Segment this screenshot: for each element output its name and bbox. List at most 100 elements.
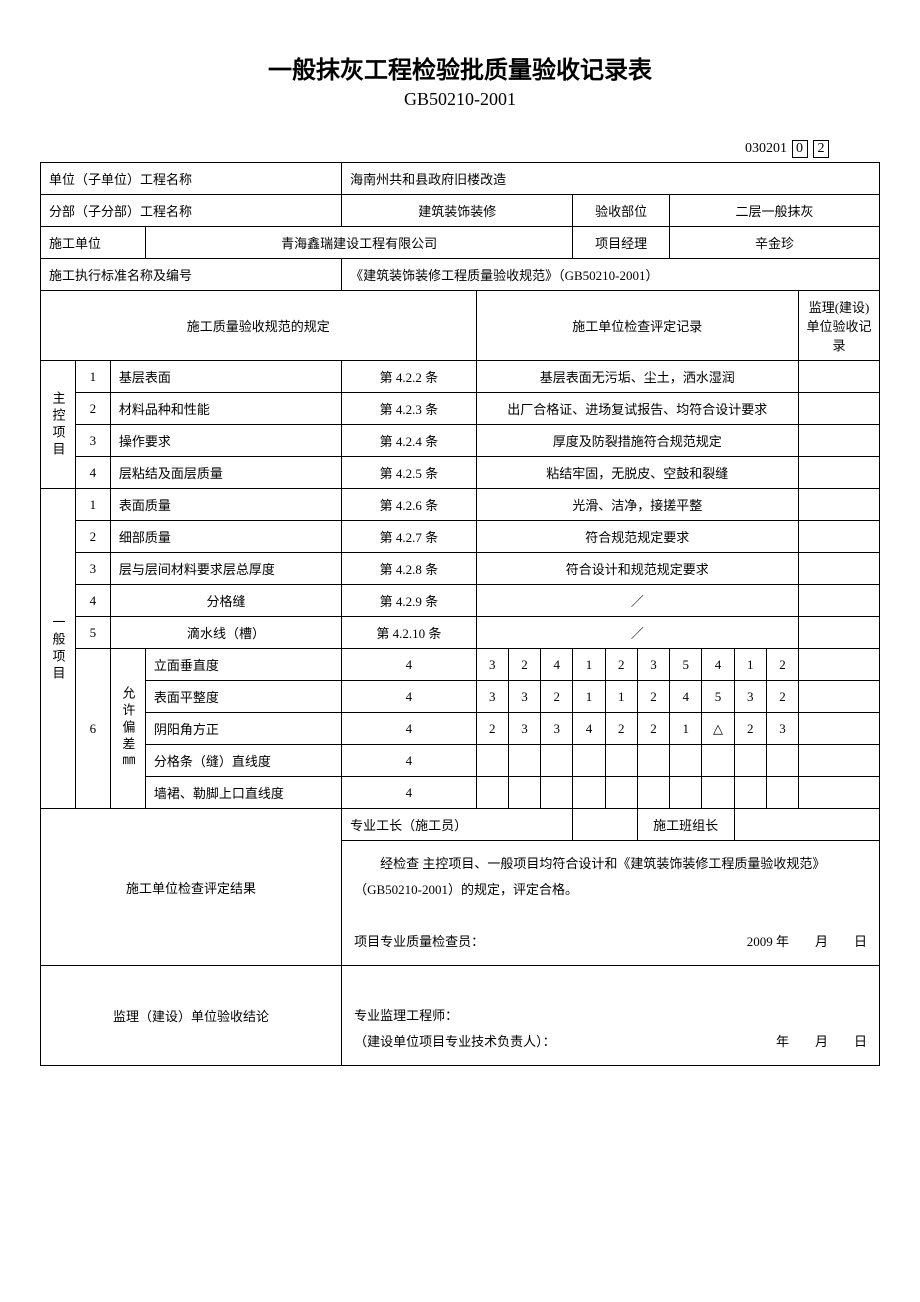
header-row-constructor: 施工单位 青海鑫瑞建设工程有限公司 项目经理 辛金珍 [41,227,880,259]
foreman-row: 施工单位检查评定结果 专业工长（施工员） 施工班组长 [41,809,880,841]
tol-v-2-7: 5 [702,681,734,713]
column-headers: 施工质量验收规范的规定 施工单位检查评定记录 监理(建设)单位验收记录 [41,291,880,361]
general-item-5: 5 滴水线（槽） 第 4.2.10 条 ／ [41,617,880,649]
tol-v-4-2 [541,745,573,777]
gen-sup-1 [799,489,880,521]
main-sup-2 [799,393,880,425]
gen-result-1: 光滑、洁净，接搓平整 [476,489,799,521]
gen-n-3: 3 [75,553,110,585]
gen-clause-4: 第 4.2.9 条 [342,585,476,617]
general-item-3: 3 层与层间材料要求层总厚度 第 4.2.8 条 符合设计和规范规定要求 [41,553,880,585]
gen-sup-4 [799,585,880,617]
tol-v-5-0 [476,777,508,809]
doc-box-2: 2 [813,140,829,158]
gen-name-4: 分格缝 [110,585,341,617]
main-sup-1 [799,361,880,393]
date-1: 2009 年 月 日 [747,929,867,955]
tol-sup-3 [799,713,880,745]
gen-result-3: 符合设计和规范规定要求 [476,553,799,585]
gen-sup-5 [799,617,880,649]
standard-code: GB50210-2001 [40,89,880,110]
tol-v-2-2: 2 [541,681,573,713]
team-leader-value [734,809,879,841]
tol-v-5-7 [702,777,734,809]
main-name-1: 基层表面 [110,361,341,393]
tolerance-row-3: 阴阳角方正 4 2 3 3 4 2 2 1 △ 2 3 [41,713,880,745]
tol-v-1-6: 5 [670,649,702,681]
main-n-4: 4 [75,457,110,489]
tol-v-2-6: 4 [670,681,702,713]
tol-v-2-5: 2 [637,681,669,713]
tol-name-1: 立面垂直度 [145,649,341,681]
gen-name-1: 表面质量 [110,489,341,521]
header-row-unit: 单位（子单位）工程名称 海南州共和县政府旧楼改造 [41,163,880,195]
main-item-1: 主控项目 1 基层表面 第 4.2.2 条 基层表面无污垢、尘土，洒水湿润 [41,361,880,393]
general-label: 一般项目 [41,489,76,809]
supervision-conclusion-row: 监理（建设）单位验收结论 专业监理工程师： （建设单位项目专业技术负责人）： 年… [41,966,880,1066]
inspection-table: 单位（子单位）工程名称 海南州共和县政府旧楼改造 分部（子分部）工程名称 建筑装… [40,162,880,1066]
gen-name-2: 细部质量 [110,521,341,553]
sub-project-value: 建筑装饰装修 [342,195,573,227]
constructor-result-label: 施工单位检查评定结果 [41,809,342,966]
main-n-2: 2 [75,393,110,425]
main-result-3: 厚度及防裂措施符合规范规定 [476,425,799,457]
main-n-1: 1 [75,361,110,393]
exec-std-label: 施工执行标准名称及编号 [41,259,342,291]
gen-result-5: ／ [476,617,799,649]
tol-v-2-8: 3 [734,681,766,713]
tol-sup-4 [799,745,880,777]
general-item-4: 4 分格缝 第 4.2.9 条 ／ [41,585,880,617]
accept-part-value: 二层一般抹灰 [670,195,880,227]
foreman-label: 专业工长（施工员） [342,809,573,841]
tol-std-5: 4 [342,777,476,809]
tol-v-2-1: 3 [508,681,540,713]
tol-sup-1 [799,649,880,681]
gen-clause-2: 第 4.2.7 条 [342,521,476,553]
tol-std-3: 4 [342,713,476,745]
tol-v-3-0: 2 [476,713,508,745]
gen-name-5: 滴水线（槽） [110,617,341,649]
gen-clause-3: 第 4.2.8 条 [342,553,476,585]
tol-v-4-0 [476,745,508,777]
tol-v-3-4: 2 [605,713,637,745]
gen-clause-1: 第 4.2.6 条 [342,489,476,521]
tol-v-1-5: 3 [637,649,669,681]
tol-v-1-3: 1 [573,649,605,681]
tol-sup-2 [799,681,880,713]
tol-v-1-8: 1 [734,649,766,681]
tol-v-4-3 [573,745,605,777]
foreman-value [573,809,638,841]
constructor-conclusion: 经检查 主控项目、一般项目均符合设计和《建筑装饰装修工程质量验收规范》（GB50… [342,841,880,966]
general-item-2: 2 细部质量 第 4.2.7 条 符合规范规定要求 [41,521,880,553]
tol-v-4-7 [702,745,734,777]
conclusion-text: 经检查 主控项目、一般项目均符合设计和《建筑装饰装修工程质量验收规范》（GB50… [354,851,867,903]
main-clause-4: 第 4.2.5 条 [342,457,476,489]
tol-std-1: 4 [342,649,476,681]
inspector-label: 项目专业质量检查员： [354,929,484,955]
main-result-1: 基层表面无污垢、尘土，洒水湿润 [476,361,799,393]
header-row-subproject: 分部（子分部）工程名称 建筑装饰装修 验收部位 二层一般抹灰 [41,195,880,227]
accept-part-label: 验收部位 [573,195,670,227]
tol-v-1-7: 4 [702,649,734,681]
main-result-2: 出厂合格证、进场复试报告、均符合设计要求 [476,393,799,425]
gen-clause-5: 第 4.2.10 条 [342,617,476,649]
unit-project-value: 海南州共和县政府旧楼改造 [342,163,880,195]
unit-project-label: 单位（子单位）工程名称 [41,163,342,195]
tolerance-row-4: 分格条（缝）直线度 4 [41,745,880,777]
col-spec: 施工质量验收规范的规定 [41,291,477,361]
tol-v-3-5: 2 [637,713,669,745]
main-result-4: 粘结牢固，无脱皮、空鼓和裂缝 [476,457,799,489]
tol-name-2: 表面平整度 [145,681,341,713]
gen-sup-3 [799,553,880,585]
gen-n-2: 2 [75,521,110,553]
gen-n-6: 6 [75,649,110,809]
main-sup-4 [799,457,880,489]
tol-v-5-5 [637,777,669,809]
col-record: 施工单位检查评定记录 [476,291,799,361]
tol-v-3-6: 1 [670,713,702,745]
owner-label: （建设单位项目专业技术负责人）： [354,1029,556,1055]
tol-v-1-1: 2 [508,649,540,681]
main-clause-2: 第 4.2.3 条 [342,393,476,425]
tol-name-5: 墙裙、勒脚上口直线度 [145,777,341,809]
document-title: 一般抹灰工程检验批质量验收记录表 [40,50,880,85]
